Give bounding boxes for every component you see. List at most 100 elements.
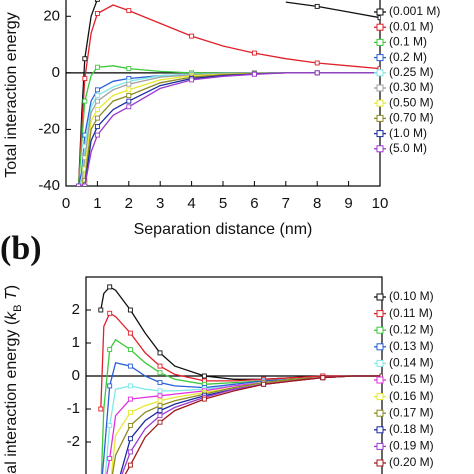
plot-area (98, 284, 382, 474)
legend-label: (0.01 M) (389, 19, 434, 33)
data-point (261, 381, 267, 387)
legend-marker (376, 442, 384, 450)
legend-marker (376, 38, 384, 46)
legend-marker (376, 99, 384, 107)
data-point (201, 373, 207, 379)
data-point (127, 307, 133, 313)
data-point (94, 87, 100, 93)
series-line (106, 375, 382, 474)
x-tick-label: 4 (187, 195, 195, 212)
data-point (127, 462, 133, 468)
legend-label: (0.2 M) (389, 50, 427, 64)
series-line (119, 375, 382, 474)
legend-marker (376, 8, 384, 16)
y-axis-label-part: k (3, 311, 20, 320)
series-line (78, 72, 380, 186)
data-point (94, 124, 100, 130)
x-tick-label: 0 (62, 195, 70, 212)
data-point (314, 60, 320, 66)
legend-marker (376, 393, 384, 401)
data-point (157, 403, 163, 409)
legend-marker (376, 130, 384, 138)
plot-area (76, 0, 380, 186)
legend-marker (376, 114, 384, 122)
x-tick-label: 7 (282, 195, 290, 212)
x-tick-label: 6 (250, 195, 258, 212)
legend-marker (376, 145, 384, 153)
y-tick-label: -1 (67, 400, 80, 417)
data-point (157, 380, 163, 386)
data-point (98, 406, 104, 412)
y-tick-label: 1 (72, 334, 80, 351)
data-point (127, 396, 133, 402)
legend-marker (376, 426, 384, 434)
data-point (82, 56, 88, 62)
legend-marker (376, 69, 384, 77)
x-tick-label: 10 (372, 195, 389, 212)
panel-label: (b) (0, 230, 42, 267)
data-point (157, 350, 163, 356)
y-axis-label-part: B (12, 305, 24, 312)
data-point (127, 449, 133, 455)
plot-frame (65, 0, 381, 187)
legend-marker (376, 326, 384, 334)
data-point (127, 363, 133, 369)
x-axis-label: Separation distance (nm) (134, 221, 313, 238)
data-point (126, 8, 132, 14)
x-tick-label: 2 (125, 195, 133, 212)
legend-marker (376, 359, 384, 367)
data-point (127, 330, 133, 336)
y-axis-label-part: Total interaction energy ( (3, 319, 20, 474)
data-point (379, 373, 382, 379)
data-point (126, 104, 132, 110)
data-point (126, 98, 132, 104)
data-point (314, 70, 320, 76)
y-tick-label: 2 (72, 301, 80, 318)
legend-marker (376, 376, 384, 384)
data-point (94, 93, 100, 98)
x-tick-label: 8 (313, 195, 321, 212)
data-point (94, 11, 100, 16)
data-point (251, 50, 257, 56)
data-point (127, 347, 133, 353)
legend-marker (376, 54, 384, 62)
series-line (78, 72, 380, 186)
legend-label: (0.19 M) (389, 439, 434, 453)
data-point (76, 183, 82, 186)
legend-marker (376, 343, 384, 351)
x-tick-label: 5 (219, 195, 227, 212)
y-tick-label: -40 (38, 177, 60, 194)
data-point (94, 0, 100, 2)
legend-label: (0.001 M) (389, 4, 440, 18)
legend-marker (376, 23, 384, 31)
data-point (82, 76, 88, 81)
data-point (107, 423, 113, 428)
y-axis-label: Total interaction energy (kB T) (3, 285, 24, 474)
data-point (189, 33, 195, 39)
legend-label: (0.13 M) (389, 339, 434, 353)
data-point (98, 307, 104, 313)
data-point (251, 71, 257, 77)
y-tick-label: 0 (52, 64, 60, 81)
y-tick-label: -2 (67, 433, 80, 450)
data-point (157, 388, 163, 394)
data-point (94, 98, 100, 104)
data-point (377, 66, 380, 72)
y-tick-label: 0 (72, 367, 80, 384)
x-tick-label: 1 (93, 195, 101, 212)
legend-label: (0.30 M) (389, 80, 434, 94)
legend-label: (0.18 M) (389, 422, 434, 436)
series-line (111, 375, 382, 474)
data-point (94, 107, 100, 113)
legend-label: (0.16 M) (389, 389, 434, 403)
data-point (377, 15, 380, 21)
legend-marker (376, 310, 384, 318)
series-line (78, 72, 380, 186)
data-point (157, 393, 163, 399)
data-point (320, 375, 326, 381)
legend-label: (0.70 M) (389, 111, 434, 125)
data-point (107, 284, 113, 290)
series-line (78, 72, 380, 186)
legend-label: (0.50 M) (389, 95, 434, 109)
